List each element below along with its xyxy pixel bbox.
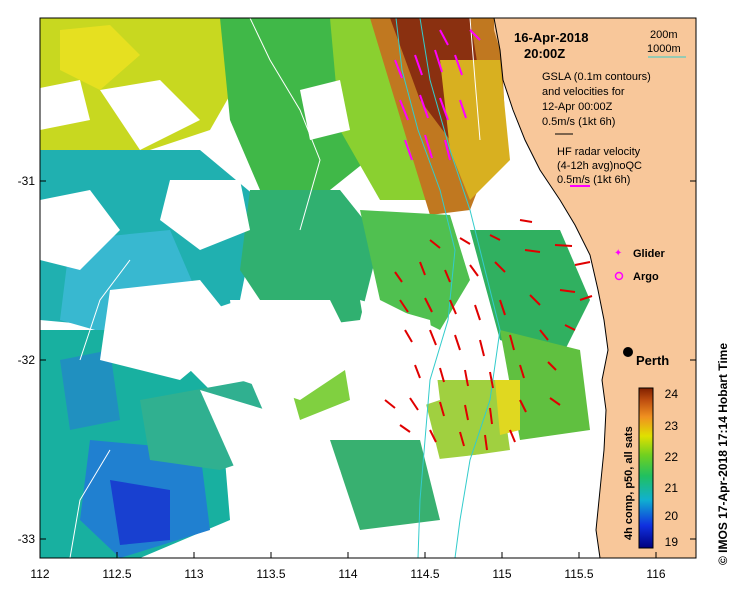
imos-credit: © IMOS 17-Apr-2018 17:14 Hobart Time bbox=[716, 343, 730, 565]
colorbar-ramp bbox=[638, 387, 654, 549]
cloud-gaps bbox=[40, 80, 595, 558]
x-tick: 112 bbox=[30, 567, 49, 581]
colorbar-tick: 20 bbox=[665, 509, 679, 523]
x-tick: 114 bbox=[338, 567, 357, 581]
x-tick: 113.5 bbox=[256, 567, 285, 581]
x-tick: 115 bbox=[492, 567, 511, 581]
glider-label: Glider bbox=[633, 248, 666, 260]
x-tick: 115.5 bbox=[564, 567, 593, 581]
hf-radar-vectors bbox=[384, 219, 593, 451]
glider-icon: ✦ bbox=[614, 248, 622, 259]
city-label-perth: Perth bbox=[636, 353, 669, 368]
perth-marker bbox=[623, 347, 633, 357]
x-tick: 113 bbox=[184, 567, 203, 581]
colorbar-tick: 23 bbox=[665, 419, 679, 433]
x-tick-labels: 112 112.5 113 113.5 114 114.5 115 115.5 … bbox=[30, 567, 665, 581]
gsla-text-line: 0.5m/s (1kt 6h) bbox=[542, 116, 615, 128]
y-tick: -32 bbox=[18, 353, 36, 367]
colorbar-tick: 19 bbox=[665, 535, 679, 549]
axis-ticks bbox=[39, 180, 696, 558]
x-tick: 116 bbox=[646, 567, 665, 581]
argo-label: Argo bbox=[633, 271, 659, 283]
gsla-text-line: GSLA (0.1m contours) bbox=[542, 71, 651, 83]
plot-frame bbox=[39, 17, 697, 559]
colorbar-tick: 22 bbox=[665, 450, 679, 464]
x-tick: 112.5 bbox=[102, 567, 131, 581]
gsla-text-line: and velocities for bbox=[542, 86, 625, 98]
coastline bbox=[493, 18, 609, 558]
y-tick-labels: -31 -32 -33 bbox=[18, 174, 36, 546]
y-tick: -31 bbox=[18, 174, 36, 188]
time-label: 20:00Z bbox=[524, 46, 565, 61]
y-tick: -33 bbox=[18, 532, 36, 546]
colorbar-title: 4h comp, p50, all sats bbox=[623, 426, 635, 540]
map-plot-area bbox=[40, 18, 696, 558]
sst-field bbox=[40, 18, 590, 558]
colorbar: 24 23 22 21 20 19 4h comp, p50, all sats bbox=[623, 387, 678, 549]
gsla-annotation: GSLA (0.1m contours) and velocities for … bbox=[542, 71, 651, 135]
hf-text-line: 0.5m/s (1kt 6h) bbox=[557, 174, 630, 186]
colorbar-tick: 24 bbox=[665, 387, 679, 401]
gsla-vectors bbox=[394, 29, 481, 161]
x-tick: 114.5 bbox=[410, 567, 439, 581]
isobaths bbox=[395, 18, 501, 558]
depth-200-label: 200m bbox=[650, 29, 678, 41]
gsla-contours bbox=[69, 18, 481, 558]
depth-1000-label: 1000m bbox=[647, 43, 681, 55]
gsla-text-line: 12-Apr 00:00Z bbox=[542, 101, 613, 113]
hf-text-line: HF radar velocity bbox=[557, 146, 641, 158]
hf-annotation: HF radar velocity (4-12h avg)noQC 0.5m/s… bbox=[557, 146, 642, 187]
argo-icon bbox=[614, 271, 624, 281]
date-label: 16-Apr-2018 bbox=[514, 30, 588, 45]
colorbar-tick: 21 bbox=[665, 481, 679, 495]
hf-text-line: (4-12h avg)noQC bbox=[557, 160, 642, 172]
